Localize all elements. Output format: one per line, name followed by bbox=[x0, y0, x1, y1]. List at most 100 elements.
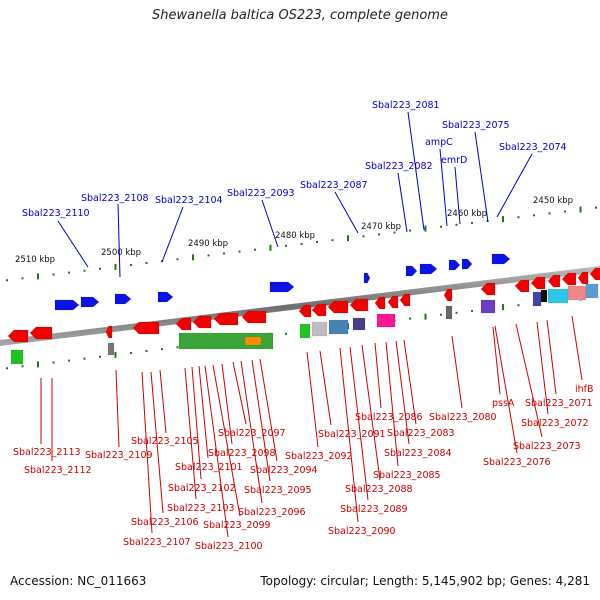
scale-tick bbox=[130, 263, 132, 266]
forward-gene-label: Sbal223_2104 bbox=[155, 195, 223, 206]
forward-label-line bbox=[397, 172, 408, 233]
reverse-label-line bbox=[259, 358, 278, 462]
reverse-gene-label: Sbal223_2099 bbox=[203, 520, 271, 531]
scale-tick bbox=[347, 235, 349, 242]
reverse-gene-label: Sbal223_2101 bbox=[175, 462, 243, 473]
reverse-label-line bbox=[571, 315, 583, 381]
gene-box bbox=[532, 291, 542, 307]
gene-box bbox=[10, 349, 24, 365]
reverse-label-line bbox=[546, 319, 557, 395]
forward-gene-arrow bbox=[491, 253, 511, 265]
reverse-gene-label: Sbal223_2080 bbox=[429, 412, 497, 423]
scale-tick bbox=[440, 225, 442, 228]
scale-tick bbox=[176, 258, 179, 261]
kbp-label: 2460 kbp bbox=[447, 209, 487, 219]
forward-label-line bbox=[161, 206, 184, 263]
reverse-label-line bbox=[232, 361, 247, 425]
forward-gene-arrow bbox=[363, 272, 371, 284]
scale-tick bbox=[424, 225, 427, 232]
reverse-label-line bbox=[403, 339, 417, 425]
reverse-gene-label: Sbal223_2073 bbox=[513, 441, 581, 452]
forward-gene-label: Sbal223_2075 bbox=[442, 120, 510, 131]
scale-tick bbox=[130, 351, 132, 354]
scale-tick bbox=[6, 367, 8, 370]
scale-tick bbox=[192, 254, 194, 261]
reverse-gene-label: Sbal223_2094 bbox=[250, 465, 318, 476]
reverse-label-line bbox=[536, 321, 549, 415]
reverse-label-line bbox=[141, 371, 153, 534]
forward-label-line bbox=[454, 166, 461, 225]
gene-box bbox=[585, 283, 599, 299]
scale-tick bbox=[21, 277, 24, 280]
scale-tick bbox=[502, 304, 504, 311]
scale-tick bbox=[254, 248, 256, 251]
scale-tick bbox=[424, 313, 427, 320]
gene-box bbox=[244, 336, 262, 346]
reverse-gene-label: Sbal223_2071 bbox=[525, 398, 593, 409]
reverse-gene-label: Sbal223_2084 bbox=[384, 448, 452, 459]
reverse-gene-arrow bbox=[577, 271, 589, 285]
scale-tick bbox=[83, 269, 86, 272]
map-title: Shewanella baltica OS223, complete genom… bbox=[152, 8, 448, 23]
scale-tick bbox=[223, 252, 225, 255]
kbp-label-layer: 2510 kbp 2500 kbp 2490 kbp 2480 kbp 2470 kbp… bbox=[15, 196, 573, 265]
reverse-gene-arrow bbox=[561, 272, 577, 286]
kbp-label: 2500 kbp bbox=[101, 248, 141, 258]
reverse-label-line bbox=[184, 367, 197, 500]
reverse-gene-label: Sbal223_2085 bbox=[373, 470, 441, 481]
forward-gene-arrow bbox=[80, 296, 100, 308]
reverse-label-line bbox=[515, 323, 543, 438]
reverse-gene-arrow bbox=[327, 300, 349, 314]
reverse-gene-label: Sbal223_2103 bbox=[167, 503, 235, 514]
forward-gene-label: Sbal223_2108 bbox=[81, 193, 149, 204]
reverse-label-line bbox=[349, 346, 369, 501]
reverse-gene-label: Sbal223_2098 bbox=[208, 448, 276, 459]
scale-tick bbox=[145, 350, 148, 353]
scale-tick bbox=[6, 279, 8, 282]
reverse-gene-label: Sbal223_2109 bbox=[85, 450, 153, 461]
reverse-gene-label: Sbal223_2112 bbox=[24, 465, 92, 476]
gene-box bbox=[352, 317, 366, 331]
gene-feature-layer bbox=[7, 253, 600, 365]
gene-box bbox=[107, 342, 115, 356]
gene-box bbox=[547, 288, 569, 304]
reverse-gene-arrow bbox=[530, 276, 546, 290]
scale-tick bbox=[269, 244, 272, 251]
reverse-gene-arrow bbox=[7, 329, 29, 343]
reverse-label-line bbox=[319, 350, 332, 426]
forward-label-line bbox=[261, 199, 279, 248]
reverse-gene-label: Sbal223_2091 bbox=[318, 429, 386, 440]
reverse-gene-arrow bbox=[374, 296, 386, 310]
scale-tick bbox=[393, 231, 396, 234]
kbp-label: 2510 kbp bbox=[15, 255, 55, 265]
reverse-gene-arrow bbox=[192, 315, 212, 329]
reverse-gene-arrow bbox=[105, 325, 113, 339]
reverse-gene-label: Sbal223_2088 bbox=[345, 484, 413, 495]
scale-tick bbox=[238, 250, 241, 253]
reverse-gene-label: Sbal223_2083 bbox=[387, 428, 455, 439]
reverse-gene-arrow bbox=[241, 310, 267, 324]
kbp-label: 2470 kbp bbox=[361, 222, 401, 232]
scale-tick bbox=[471, 221, 473, 224]
reverse-gene-arrow bbox=[399, 293, 411, 307]
reverse-gene-label: Sbal223_2106 bbox=[131, 517, 199, 528]
scale-tick bbox=[161, 348, 163, 351]
scale-tick bbox=[533, 214, 535, 217]
reverse-label-line bbox=[374, 342, 382, 409]
reverse-gene-label: Sbal223_2086 bbox=[355, 412, 423, 423]
reverse-label-line bbox=[494, 325, 518, 454]
forward-gene-label: Sbal223_2093 bbox=[227, 188, 295, 199]
scale-tick bbox=[99, 355, 101, 358]
scale-tick bbox=[68, 359, 70, 362]
scale-tick bbox=[316, 241, 318, 244]
gene-label-layer: Sbal223_2110 Sbal223_2108 Sbal223_2104 Sbal… bbox=[13, 100, 594, 552]
reverse-label-line bbox=[212, 364, 241, 517]
reverse-gene-label: Sbal223_2105 bbox=[131, 436, 199, 447]
forward-gene-arrow bbox=[157, 291, 174, 303]
reverse-gene-arrow bbox=[213, 312, 239, 326]
forward-gene-label: ampC bbox=[425, 137, 453, 148]
scale-tick bbox=[145, 262, 148, 265]
accession-text: Accession: NC_011663 bbox=[10, 574, 147, 588]
reverse-gene-label: Sbal223_2092 bbox=[285, 451, 353, 462]
forward-gene-label: Sbal223_2074 bbox=[499, 142, 567, 153]
